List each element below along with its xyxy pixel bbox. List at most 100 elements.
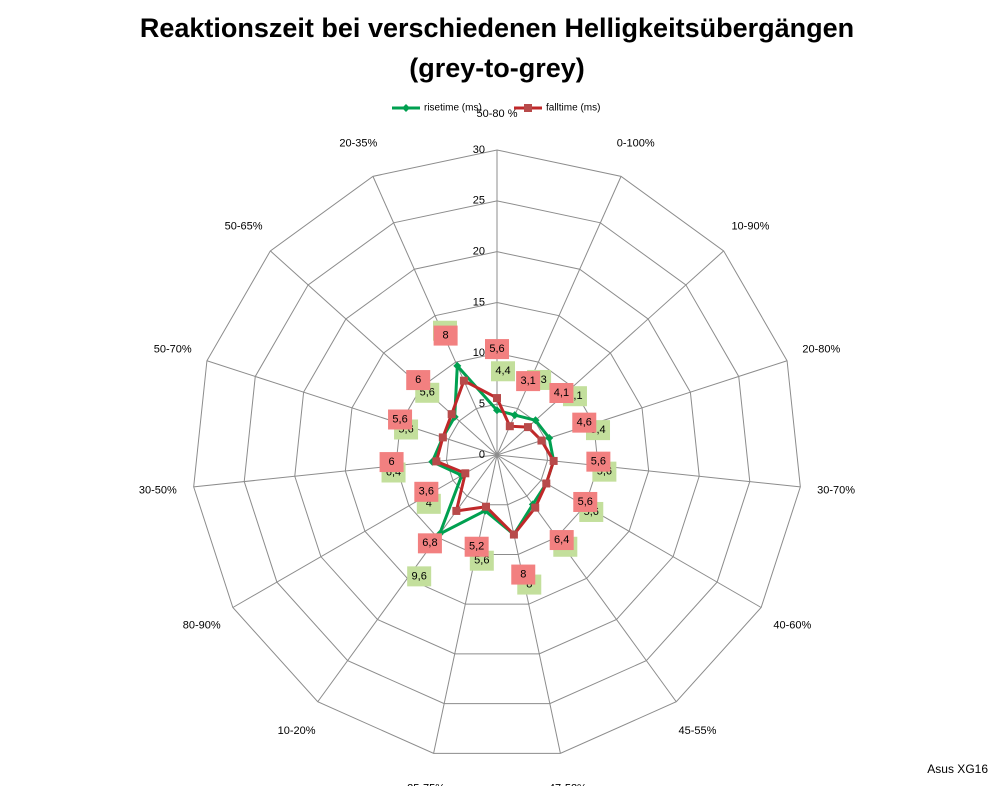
spoke [193, 454, 498, 488]
data-label-bg [586, 451, 611, 472]
data-label-bg [572, 412, 597, 433]
spoke [206, 360, 498, 456]
data-label: 4,4 [495, 365, 510, 377]
spoke [496, 454, 561, 754]
marker [542, 479, 551, 488]
data-label-bg [549, 530, 574, 551]
category-label: 0-100% [617, 137, 655, 149]
data-label-bg [511, 564, 536, 585]
marker [461, 469, 470, 478]
data-label: 6,4 [554, 534, 569, 546]
marker [505, 422, 514, 431]
legend-label: falltime (ms) [546, 103, 600, 114]
marker [531, 503, 540, 512]
legend-label: risetime (ms) [424, 103, 482, 114]
r-tick-label: 25 [473, 195, 485, 207]
data-label: 5,6 [591, 456, 606, 468]
r-tick-label: 10 [473, 347, 485, 359]
category-label: 80-90% [183, 619, 221, 631]
spoke [496, 454, 801, 488]
marker [438, 433, 447, 442]
data-label: 6 [415, 374, 421, 386]
category-label: 30-70% [817, 485, 855, 497]
data-label: 6 [389, 456, 395, 468]
series-line [430, 362, 556, 538]
grid-ring [193, 149, 801, 754]
marker [549, 456, 558, 465]
data-label: 4,6 [577, 417, 592, 429]
category-label: 25-75% [407, 782, 445, 786]
data-label-bg [379, 452, 404, 473]
category-label: 20-35% [339, 137, 377, 149]
data-label: 6,8 [422, 537, 437, 549]
r-tick-label: 0 [479, 449, 485, 461]
series-line [434, 378, 556, 537]
data-label: 5,2 [469, 541, 484, 553]
category-label: 20-80% [802, 344, 840, 356]
marker [493, 394, 501, 403]
data-label: 5,6 [474, 555, 489, 567]
category-label: 10-20% [278, 725, 316, 737]
data-label-bg [491, 361, 515, 382]
marker [459, 376, 468, 385]
data-label: 8 [520, 568, 526, 580]
spoke [372, 176, 498, 456]
marker [447, 410, 456, 419]
data-label: 5,6 [489, 343, 504, 355]
legend-marker [524, 104, 532, 112]
data-label-bg [406, 370, 431, 391]
data-label-bg [388, 409, 413, 430]
data-label: 9,6 [412, 570, 427, 582]
marker [510, 411, 519, 420]
marker [453, 361, 462, 370]
marker [523, 423, 532, 432]
marker [545, 434, 554, 443]
data-label-bg [407, 566, 432, 587]
marker [509, 530, 518, 539]
data-label-bg [417, 533, 442, 554]
category-label: 10-90% [731, 221, 769, 233]
category-label: 30-50% [139, 485, 177, 497]
spoke [496, 454, 677, 703]
spoke [232, 454, 498, 608]
grid-ring [243, 200, 751, 705]
source-note: Asus XG16 [927, 762, 988, 776]
data-label: 5,6 [578, 496, 593, 508]
chart-title: Reaktionszeit bei verschiedenen Helligke… [140, 13, 854, 43]
data-label: 4 [426, 498, 432, 510]
r-tick-label: 5 [479, 398, 485, 410]
spoke [270, 250, 498, 456]
r-tick-label: 15 [473, 296, 485, 308]
category-label: 47-52% [549, 782, 587, 786]
spoke [496, 454, 762, 608]
data-label-bg [464, 536, 489, 557]
data-label: 5,6 [392, 413, 407, 425]
grid-ring [344, 301, 650, 605]
category-label: 50-65% [225, 221, 263, 233]
data-label-bg [433, 325, 458, 346]
category-label: 40-60% [773, 619, 811, 631]
data-label: 4,1 [554, 387, 569, 399]
category-label: 50-70% [154, 344, 192, 356]
data-label-bg [516, 371, 541, 392]
marker [531, 416, 540, 425]
marker [493, 406, 501, 415]
spoke [496, 176, 622, 456]
chart-title: (grey-to-grey) [409, 53, 585, 83]
r-tick-label: 30 [473, 144, 485, 156]
data-label: 8 [443, 329, 449, 341]
data-label-bg [485, 339, 509, 360]
data-label-bg [549, 382, 574, 403]
marker [537, 436, 546, 445]
category-label: 50-80 % [477, 108, 518, 120]
data-label: 3,6 [419, 486, 434, 498]
r-tick-label: 20 [473, 246, 485, 258]
marker [432, 457, 441, 466]
grid-ring [445, 403, 549, 506]
marker [482, 502, 491, 511]
data-label-bg [414, 481, 439, 502]
category-label: 45-55% [678, 725, 716, 737]
data-label: 3,1 [520, 375, 535, 387]
marker [452, 506, 461, 515]
